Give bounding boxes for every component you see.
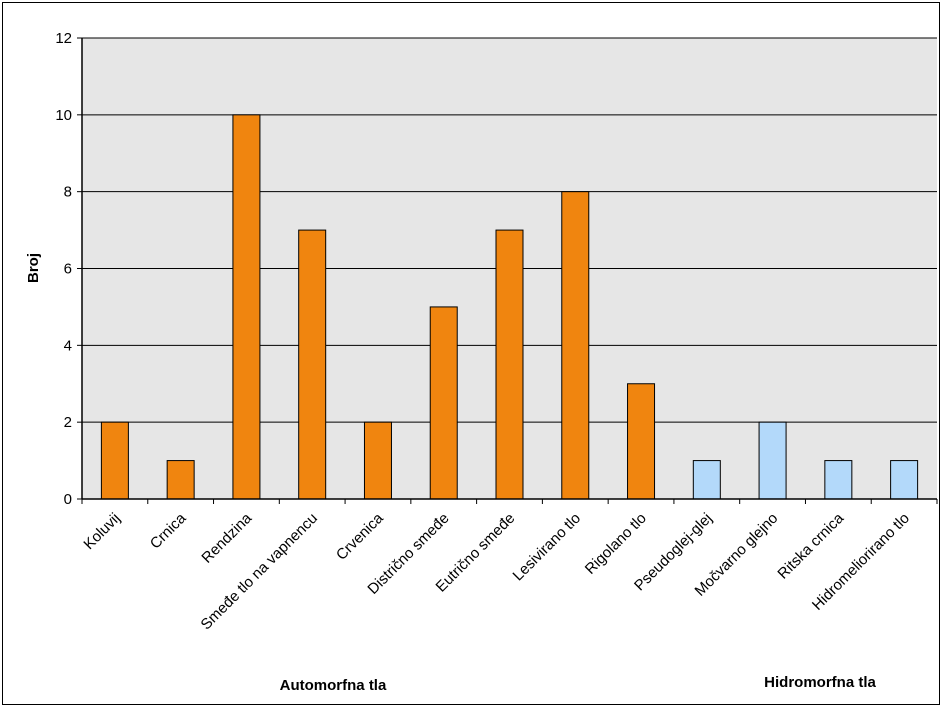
bar-pseudoglej-glej	[692, 460, 721, 500]
y-tick-label: 10	[55, 107, 72, 124]
bar-sme-e-tlo-na-vapnencu	[298, 229, 327, 500]
bar-crnica	[166, 460, 195, 500]
x-tick-label: Crnica	[147, 509, 190, 552]
y-tick-label: 12	[55, 30, 72, 47]
bar-koluvij	[100, 421, 129, 500]
bars	[100, 114, 919, 500]
bar-lesivirano-tlo	[561, 191, 590, 500]
bar-ritska-crnica	[824, 460, 853, 500]
bar-distri-no-sme-e	[429, 306, 458, 500]
bar-hidromeliorirano-tlo	[890, 460, 919, 500]
x-tick-label: Rigolano tlo	[582, 510, 650, 578]
y-tick-label: 8	[64, 184, 72, 201]
group-labels: Automorfna tla Hidromorfna tla	[280, 674, 877, 694]
bar-rigolano-tlo	[627, 383, 656, 500]
group-label: Automorfna tla	[280, 677, 387, 694]
x-tick-label: Smeđe tlo na vapnencu	[198, 510, 321, 633]
x-tick-label: Crvenica	[333, 509, 387, 563]
x-tick-label: Koluvij	[80, 510, 123, 553]
group-label: Hidromorfna tla	[764, 674, 876, 691]
bar-eutri-no-sme-e	[495, 229, 524, 500]
y-axis-label: Broj	[25, 253, 42, 283]
y-axis-ticks: 0 2 4 6 8 10 12	[55, 30, 82, 508]
y-tick-label: 4	[64, 337, 72, 354]
y-tick-label: 0	[64, 491, 72, 508]
y-tick-label: 2	[64, 414, 72, 431]
x-tick-label: Lesivirano tlo	[510, 510, 585, 585]
bar-rendzina	[232, 114, 261, 500]
x-tick-label: Rendzina	[198, 509, 255, 566]
bar-mo-varno-glejno	[758, 421, 787, 500]
y-tick-label: 6	[64, 261, 72, 278]
bar-crvenica	[363, 421, 392, 500]
x-tick-label: Ritska crnica	[774, 509, 847, 582]
